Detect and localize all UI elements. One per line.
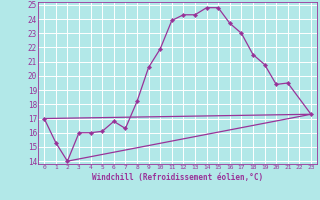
X-axis label: Windchill (Refroidissement éolien,°C): Windchill (Refroidissement éolien,°C) — [92, 173, 263, 182]
